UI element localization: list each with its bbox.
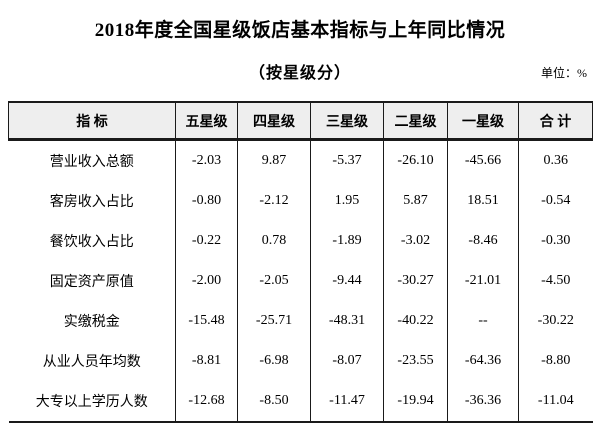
table-row: 实缴税金 -15.48 -25.71 -48.31 -40.22 -- -30.… [9, 301, 593, 341]
row-label: 客房收入占比 [49, 195, 134, 210]
value-cell: -23.55 [383, 341, 448, 381]
row-label: 从业人员年均数 [42, 355, 141, 370]
value-cell: -26.10 [383, 139, 448, 181]
row-label: 餐饮收入占比 [49, 235, 134, 250]
value-cell: 0.78 [237, 221, 311, 261]
col-header-total: 合 计 [518, 102, 593, 141]
row-label: 营业收入总额 [49, 155, 134, 170]
value-cell: 0.36 [518, 139, 593, 181]
value-cell: -8.50 [237, 381, 311, 422]
value-cell: -3.02 [383, 221, 448, 261]
value-cell: 18.51 [447, 181, 519, 221]
col-header-indicator: 指 标 [8, 102, 176, 141]
col-header-4star: 四星级 [237, 102, 311, 141]
value-cell: -8.07 [310, 341, 384, 381]
value-cell: -- [447, 301, 519, 341]
table-row: 餐饮收入占比 -0.22 0.78 -1.89 -3.02 -8.46 -0.3… [9, 221, 593, 261]
value-cell: -8.80 [518, 341, 593, 381]
value-cell: -8.81 [175, 341, 238, 381]
value-cell: 5.87 [383, 181, 448, 221]
value-cell: -36.36 [447, 381, 519, 422]
value-cell: -2.00 [175, 261, 238, 301]
value-cell: -1.89 [310, 221, 384, 261]
value-cell: -9.44 [310, 261, 384, 301]
value-cell: -64.36 [447, 341, 519, 381]
value-cell: -2.12 [237, 181, 311, 221]
col-header-3star: 三星级 [310, 102, 384, 141]
page-title: 2018年度全国星级饭店基本指标与上年同比情况 [94, 20, 506, 41]
value-cell: -12.68 [175, 381, 238, 422]
value-cell: -30.27 [383, 261, 448, 301]
value-cell: -0.80 [175, 181, 238, 221]
value-cell: -19.94 [383, 381, 448, 422]
value-cell: -0.22 [175, 221, 238, 261]
row-label: 固定资产原值 [49, 275, 134, 290]
row-label: 实缴税金 [63, 315, 120, 330]
value-cell: -0.30 [518, 221, 593, 261]
indicators-table: 指 标 五星级 四星级 三星级 二星级 一星级 合 计 营业收入总额 -2.03… [8, 101, 593, 423]
value-cell: 1.95 [310, 181, 384, 221]
unit-label: 单位：% [541, 66, 587, 80]
table-row: 大专以上学历人数 -12.68 -8.50 -11.47 -19.94 -36.… [9, 381, 593, 422]
value-cell: -2.05 [237, 261, 311, 301]
value-cell: -25.71 [237, 301, 311, 341]
col-header-1star: 一星级 [447, 102, 519, 141]
value-cell: -11.04 [518, 381, 593, 422]
table-row: 固定资产原值 -2.00 -2.05 -9.44 -30.27 -21.01 -… [9, 261, 593, 301]
value-cell: -48.31 [310, 301, 384, 341]
value-cell: -8.46 [447, 221, 519, 261]
value-cell: 9.87 [237, 139, 311, 181]
value-cell: -40.22 [383, 301, 448, 341]
subtitle-row: （按星级分） 单位：% [0, 59, 600, 83]
value-cell: -5.37 [310, 139, 384, 181]
value-cell: -0.54 [518, 181, 593, 221]
col-header-2star: 二星级 [383, 102, 448, 141]
value-cell: -11.47 [310, 381, 384, 422]
col-header-5star: 五星级 [175, 102, 238, 141]
value-cell: -6.98 [237, 341, 311, 381]
table-row: 营业收入总额 -2.03 9.87 -5.37 -26.10 -45.66 0.… [9, 139, 593, 181]
value-cell: -21.01 [447, 261, 519, 301]
table-header-row: 指 标 五星级 四星级 三星级 二星级 一星级 合 计 [8, 102, 593, 141]
row-label: 大专以上学历人数 [35, 395, 148, 410]
page-subtitle: （按星级分） [248, 65, 351, 82]
table-row: 客房收入占比 -0.80 -2.12 1.95 5.87 18.51 -0.54 [9, 181, 593, 221]
table-row: 从业人员年均数 -8.81 -6.98 -8.07 -23.55 -64.36 … [9, 341, 593, 381]
value-cell: -45.66 [447, 139, 519, 181]
value-cell: -2.03 [175, 139, 238, 181]
value-cell: -15.48 [175, 301, 238, 341]
value-cell: -4.50 [518, 261, 593, 301]
value-cell: -30.22 [518, 301, 593, 341]
